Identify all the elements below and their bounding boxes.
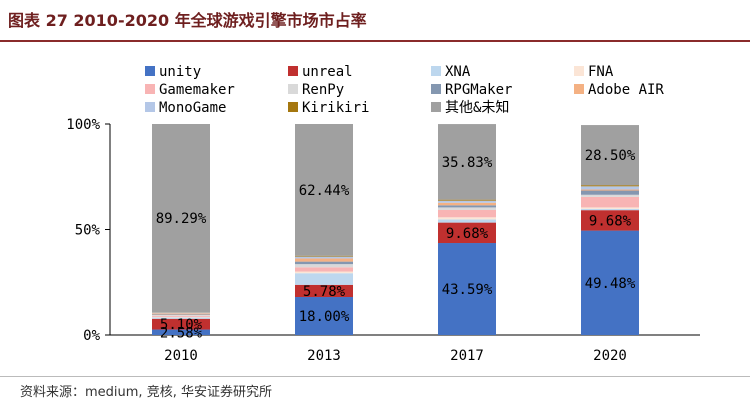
bar-2020-3	[581, 207, 639, 209]
bar-2020-2	[581, 208, 639, 211]
legend-label-10: 其他&未知	[445, 99, 509, 116]
legend-label-0: unity	[159, 64, 201, 80]
bar-2010-4	[152, 315, 210, 317]
bar-2017-5	[438, 207, 496, 210]
legend-swatch-0	[145, 66, 155, 76]
data-label-2020-1: 9.68%	[589, 213, 632, 229]
data-label-2020-10: 28.50%	[585, 148, 636, 164]
bar-2017-9	[438, 199, 496, 201]
x-tick-label-0: 2010	[164, 348, 198, 364]
bar-2010-1	[152, 318, 210, 330]
bar-2017-2	[438, 219, 496, 223]
legend-label-5: RenPy	[302, 82, 344, 98]
data-label-2013-10: 62.44%	[299, 183, 350, 199]
legend-swatch-6	[431, 84, 441, 94]
bar-2017-0	[438, 243, 496, 335]
bar-2013-1	[295, 284, 353, 298]
legend-swatch-3	[574, 66, 584, 76]
bar-2010-0	[152, 329, 210, 335]
bar-2013-2	[295, 273, 353, 285]
stacked-bar-chart: unity unreal XNA FNA Gamemaker RenPy RPGMaker A…	[66, 64, 700, 364]
legend-label-8: MonoGame	[159, 100, 226, 116]
bar-2013-9	[295, 255, 353, 257]
legend: unity unreal XNA FNA Gamemaker RenPy RPGMaker A…	[145, 64, 664, 116]
bar-2020-0	[581, 230, 639, 335]
legend-swatch-1	[288, 66, 298, 76]
data-label-2010-10: 89.29%	[156, 211, 207, 227]
y-tick-label-0: 0%	[83, 328, 100, 344]
bar-2013-7	[295, 258, 353, 262]
bottom-rule	[0, 376, 750, 377]
legend-swatch-5	[288, 84, 298, 94]
axes: 0% 50% 100% 2010 2013 2017 2020	[66, 117, 700, 364]
bar-2010-10	[152, 124, 210, 313]
bar-2013-10	[295, 124, 353, 256]
legend-swatch-10	[431, 102, 441, 112]
legend-label-4: Gamemaker	[159, 82, 235, 98]
data-label-2020-0: 49.48%	[585, 276, 636, 292]
chart-title: 图表 27 2010-2020 年全球游戏引擎市场市占率	[8, 11, 367, 30]
legend-swatch-4	[145, 84, 155, 94]
x-tick-label-1: 2013	[307, 348, 341, 364]
bar-2013-5	[295, 264, 353, 268]
bar-2010-3	[152, 316, 210, 318]
bar-2020-1	[581, 210, 639, 231]
bar-2020-7	[581, 189, 639, 191]
bar-2010-2	[152, 317, 210, 319]
bar-2013-3	[295, 271, 353, 274]
title-bar: 图表 27 2010-2020 年全球游戏引擎市场市占率	[0, 0, 750, 42]
bar-2020-10	[581, 125, 639, 186]
source-note: 资料来源：medium, 竞核, 华安证券研究所	[20, 385, 272, 400]
bars	[152, 124, 639, 335]
legend-swatch-9	[288, 102, 298, 112]
bar-2010-5	[152, 314, 210, 316]
data-label-2017-0: 43.59%	[442, 282, 493, 298]
bar-2020-5	[581, 194, 639, 197]
data-label-2017-1: 9.68%	[446, 226, 489, 242]
y-tick-label-1: 50%	[75, 223, 101, 239]
bar-2020-9	[581, 185, 639, 187]
legend-label-3: FNA	[588, 64, 614, 80]
bar-2010-6	[152, 314, 210, 315]
bar-2013-0	[295, 297, 353, 335]
legend-swatch-8	[145, 102, 155, 112]
x-tick-label-3: 2020	[593, 348, 627, 364]
legend-label-2: XNA	[445, 64, 471, 80]
bar-2017-4	[438, 209, 496, 218]
bar-2020-6	[581, 190, 639, 195]
x-tick-label-2: 2017	[450, 348, 484, 364]
bar-2017-6	[438, 205, 496, 208]
bar-2010-7	[152, 313, 210, 315]
legend-label-7: Adobe AIR	[588, 82, 664, 98]
legend-label-9: Kirikiri	[302, 100, 369, 116]
bar-2013-8	[295, 256, 353, 259]
data-label-2013-1: 5.78%	[303, 284, 346, 300]
legend-label-1: unreal	[302, 64, 353, 80]
data-labels: 2.58%5.10% 89.29% 18.00% 5.78% 62.44% 43.59% 9…	[156, 148, 636, 341]
legend-swatch-7	[574, 84, 584, 94]
y-tick-label-2: 100%	[66, 117, 100, 133]
data-label-2010-0: 2.58%	[160, 325, 203, 341]
bar-2020-8	[581, 186, 639, 190]
data-label-2013-0: 18.00%	[299, 309, 350, 325]
bar-2013-6	[295, 261, 353, 265]
bar-2017-3	[438, 217, 496, 220]
data-label-2010-1: 5.10%	[160, 317, 203, 333]
bar-2017-10	[438, 124, 496, 200]
bar-2017-7	[438, 202, 496, 206]
legend-swatch-2	[431, 66, 441, 76]
bar-2013-4	[295, 267, 353, 272]
bar-2010-8	[152, 312, 210, 314]
data-label-2017-10: 35.83%	[442, 155, 493, 171]
bar-2017-1	[438, 222, 496, 244]
legend-label-6: RPGMaker	[445, 82, 512, 98]
bar-2020-4	[581, 196, 639, 208]
bar-2017-8	[438, 200, 496, 203]
